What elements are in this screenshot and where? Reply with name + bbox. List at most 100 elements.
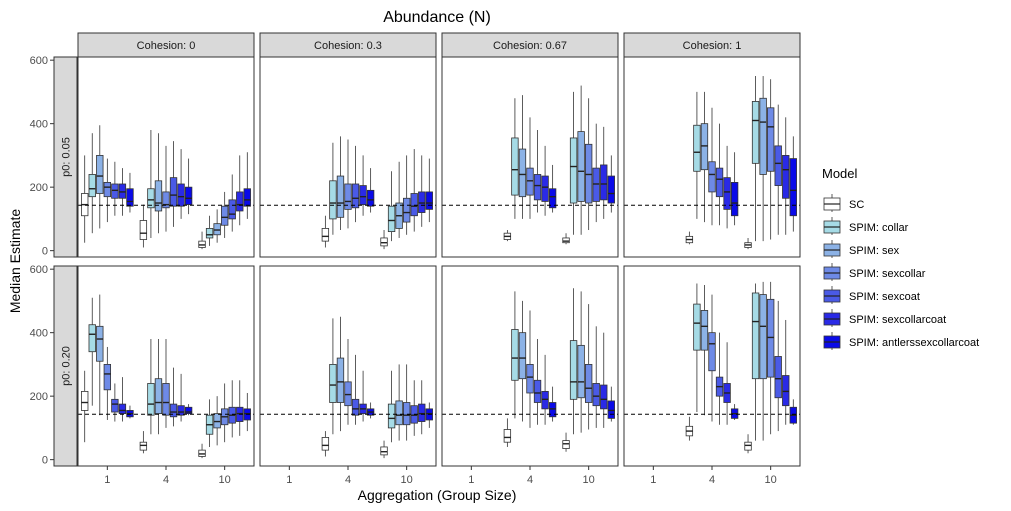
box <box>577 344 585 399</box>
panel-border <box>77 265 255 467</box>
box <box>177 183 185 207</box>
x-axis-label: Aggregation (Group Size) <box>358 487 517 503</box>
y-tick-label: 200 <box>30 182 48 194</box>
panel-border <box>77 56 255 258</box>
box <box>139 220 148 240</box>
box <box>243 188 251 207</box>
row-strip <box>53 265 78 467</box>
legend-item: SPIM: antlerssexcollarcoat <box>823 332 979 350</box>
box <box>184 186 193 206</box>
panel <box>441 56 619 258</box>
box <box>766 298 775 378</box>
box <box>380 237 388 247</box>
box <box>321 228 330 242</box>
box <box>751 101 760 164</box>
legend-item: SPIM: sexcollarcoat <box>823 309 946 327</box>
box <box>351 398 360 416</box>
box <box>577 131 585 202</box>
box <box>402 197 411 223</box>
box <box>321 437 330 451</box>
box <box>154 180 163 212</box>
box <box>503 429 512 443</box>
x-tick-label: 4 <box>527 474 533 486</box>
y-tick-label: 600 <box>30 55 48 67</box>
box <box>88 324 96 353</box>
column-strip <box>623 32 801 58</box>
box <box>526 167 534 196</box>
box <box>418 403 426 422</box>
panel-border <box>441 56 619 258</box>
box <box>526 364 534 394</box>
box <box>359 185 367 206</box>
box <box>533 174 542 201</box>
box <box>569 137 578 204</box>
y-tick-label: 200 <box>30 391 48 403</box>
y-axis-label: Median Estimate <box>7 209 23 313</box>
y-tick-label: 0 <box>42 246 48 258</box>
legend-label: SPIM: antlerssexcollarcoat <box>849 337 979 349</box>
box <box>700 310 709 351</box>
box <box>418 191 426 213</box>
panel <box>259 56 437 258</box>
legend-label: SPIM: sexcoat <box>849 291 920 303</box>
box <box>177 405 185 416</box>
legend-item: SPIM: sexcoat <box>823 286 920 304</box>
box <box>766 107 775 172</box>
box <box>118 183 127 199</box>
chart-title: Abundance (N) <box>383 9 491 26</box>
x-tick-label: 10 <box>765 474 777 486</box>
box <box>782 155 790 199</box>
x-tick-label: 4 <box>163 474 169 486</box>
box <box>380 446 388 456</box>
box <box>410 193 418 217</box>
column-strip-label: Cohesion: 0.67 <box>493 40 567 52</box>
y-tick-label: 400 <box>30 328 48 340</box>
box <box>213 223 221 236</box>
legend-label: SPIM: sexcollar <box>849 268 926 280</box>
legend-item: SPIM: sexcollar <box>823 263 926 281</box>
box <box>162 191 170 209</box>
box <box>344 183 352 210</box>
legend-label: SPIM: sex <box>849 245 900 257</box>
row-strip-label: p0: 0.05 <box>61 137 73 177</box>
box <box>592 383 600 407</box>
box <box>789 158 797 217</box>
box <box>184 406 193 415</box>
box <box>395 400 403 426</box>
box <box>518 148 527 198</box>
x-tick-label: 1 <box>468 474 474 486</box>
x-tick-label: 1 <box>104 474 110 486</box>
box <box>81 390 89 411</box>
panel-grid: Cohesion: 0 Cohesion: 0.3 Cohesion: 0.67 Co… <box>30 32 801 486</box>
legend-item: SPIM: sex <box>823 240 900 258</box>
box <box>708 161 716 193</box>
box <box>569 340 578 400</box>
box <box>336 175 345 218</box>
panel <box>77 56 255 258</box>
legend: Model SC SPIM: collar SPIM: sex SPIM: sexcol… <box>822 166 979 350</box>
box <box>548 402 557 418</box>
box <box>548 188 557 209</box>
box <box>759 97 767 175</box>
column-strip <box>77 32 255 58</box>
x-tick-label: 4 <box>709 474 715 486</box>
box <box>139 441 148 451</box>
box <box>600 384 608 410</box>
x-tick-label: 10 <box>219 474 231 486</box>
box <box>147 188 155 209</box>
box <box>541 175 549 202</box>
legend-label: SPIM: sexcollarcoat <box>849 314 946 326</box>
panel <box>259 265 437 467</box>
column-strip-label: Cohesion: 1 <box>683 40 742 52</box>
legend-item: SC <box>823 194 864 212</box>
box <box>700 123 709 171</box>
box <box>518 332 527 380</box>
box <box>236 191 244 212</box>
box <box>169 177 178 207</box>
box <box>228 199 236 220</box>
box <box>387 205 396 233</box>
box <box>730 181 739 217</box>
box <box>126 188 134 207</box>
box <box>344 381 352 407</box>
x-tick-label: 1 <box>286 474 292 486</box>
